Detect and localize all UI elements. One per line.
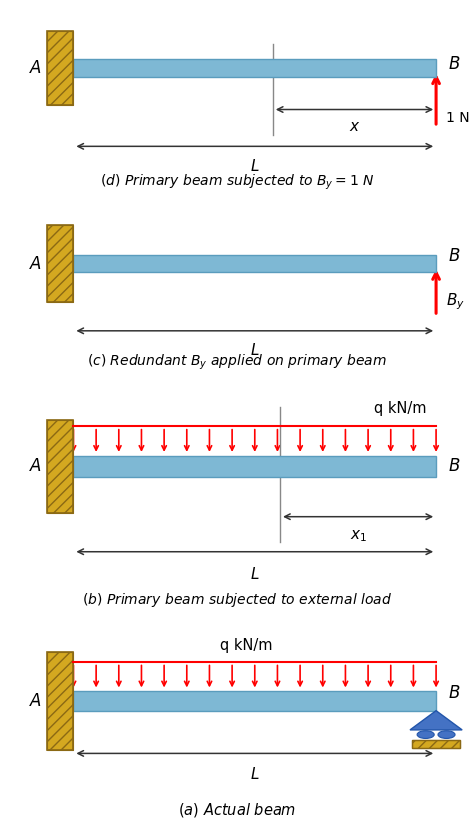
Text: $B$: $B$ xyxy=(448,683,460,701)
Bar xyxy=(73,256,436,272)
Text: $(d)$ Primary beam subjected to $B_y = 1$ N: $(d)$ Primary beam subjected to $B_y = 1… xyxy=(100,172,374,192)
Text: 1 N: 1 N xyxy=(446,111,469,125)
Bar xyxy=(47,420,73,513)
Circle shape xyxy=(417,731,434,738)
Bar xyxy=(47,652,73,750)
Text: $L$: $L$ xyxy=(250,566,260,582)
Text: $B$: $B$ xyxy=(448,458,460,475)
Text: $x$: $x$ xyxy=(349,119,360,134)
Bar xyxy=(73,59,436,77)
Text: $B$: $B$ xyxy=(448,55,460,73)
Text: $(b)$ Primary beam subjected to external load: $(b)$ Primary beam subjected to external… xyxy=(82,591,392,609)
Text: $B$: $B$ xyxy=(448,248,460,266)
Text: $B_y$: $B_y$ xyxy=(446,292,465,313)
Bar xyxy=(73,456,436,477)
Bar xyxy=(47,225,73,302)
Text: $A$: $A$ xyxy=(29,692,42,710)
Bar xyxy=(47,31,73,105)
Text: $(c)$ Redundant $B_y$ applied on primary beam: $(c)$ Redundant $B_y$ applied on primary… xyxy=(87,353,387,372)
Text: $L$: $L$ xyxy=(250,342,260,358)
Text: $L$: $L$ xyxy=(250,766,260,782)
Circle shape xyxy=(438,731,455,738)
Bar xyxy=(47,652,73,750)
Text: q kN/m: q kN/m xyxy=(374,401,427,417)
Bar xyxy=(47,225,73,302)
Bar xyxy=(73,691,436,710)
Bar xyxy=(47,420,73,513)
Text: $(a)$ Actual beam: $(a)$ Actual beam xyxy=(178,800,296,818)
Text: $x_1$: $x_1$ xyxy=(349,528,367,544)
Bar xyxy=(412,739,460,748)
Polygon shape xyxy=(410,710,462,730)
Text: q kN/m: q kN/m xyxy=(220,638,273,653)
Bar xyxy=(412,739,460,748)
Bar xyxy=(47,31,73,105)
Text: $A$: $A$ xyxy=(29,59,42,77)
Text: $A$: $A$ xyxy=(29,458,42,475)
Text: $A$: $A$ xyxy=(29,255,42,273)
Text: $L$: $L$ xyxy=(250,158,260,174)
